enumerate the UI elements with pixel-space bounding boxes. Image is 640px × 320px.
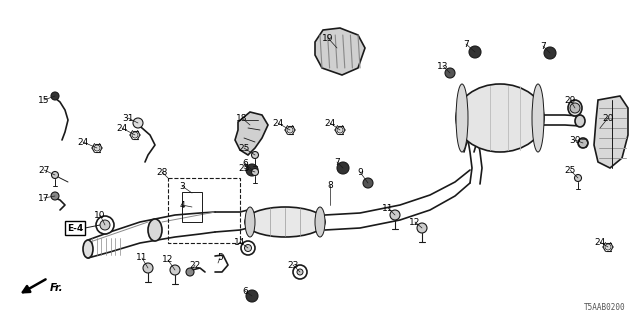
Text: 28: 28 — [156, 167, 168, 177]
Text: T5AAB0200: T5AAB0200 — [584, 303, 625, 312]
Ellipse shape — [456, 84, 468, 152]
Text: 24: 24 — [77, 138, 88, 147]
Ellipse shape — [456, 84, 544, 152]
Circle shape — [570, 103, 580, 113]
Text: 3: 3 — [179, 181, 185, 190]
Circle shape — [94, 145, 100, 151]
Text: 19: 19 — [323, 34, 333, 43]
Text: 7: 7 — [334, 157, 340, 166]
Text: 12: 12 — [410, 218, 420, 227]
Circle shape — [51, 172, 58, 179]
Text: 13: 13 — [437, 61, 449, 70]
Circle shape — [469, 46, 481, 58]
Text: 9: 9 — [357, 167, 363, 177]
Text: 8: 8 — [327, 180, 333, 189]
Bar — [168, 178, 240, 243]
Circle shape — [96, 216, 114, 234]
Text: 18: 18 — [236, 114, 248, 123]
Circle shape — [51, 192, 59, 200]
Text: 11: 11 — [136, 253, 148, 262]
Text: 7: 7 — [463, 39, 469, 49]
Ellipse shape — [568, 100, 582, 116]
Circle shape — [575, 174, 582, 181]
Circle shape — [100, 220, 110, 230]
Ellipse shape — [245, 207, 255, 237]
Text: 6: 6 — [242, 286, 248, 295]
Ellipse shape — [575, 115, 585, 127]
Text: 10: 10 — [94, 211, 106, 220]
Text: E-4: E-4 — [67, 223, 83, 233]
Text: 23: 23 — [287, 260, 299, 269]
Circle shape — [246, 164, 258, 176]
Circle shape — [252, 169, 259, 175]
Text: 17: 17 — [38, 194, 50, 203]
Circle shape — [170, 265, 180, 275]
Circle shape — [143, 263, 153, 273]
Text: 24: 24 — [273, 118, 284, 127]
Text: 25: 25 — [564, 165, 576, 174]
Text: 25: 25 — [238, 164, 250, 172]
Ellipse shape — [83, 240, 93, 258]
Text: 4: 4 — [179, 201, 185, 210]
Text: 12: 12 — [163, 255, 173, 265]
Circle shape — [337, 162, 349, 174]
Circle shape — [241, 241, 255, 255]
Ellipse shape — [532, 84, 544, 152]
Text: 25: 25 — [238, 143, 250, 153]
Text: 5: 5 — [217, 253, 223, 262]
Text: 24: 24 — [595, 237, 605, 246]
Circle shape — [605, 244, 611, 250]
Polygon shape — [594, 96, 628, 168]
Circle shape — [132, 132, 138, 138]
Text: 31: 31 — [122, 114, 134, 123]
Circle shape — [246, 290, 258, 302]
Circle shape — [252, 151, 259, 158]
Text: 24: 24 — [116, 124, 127, 132]
Text: 29: 29 — [564, 95, 576, 105]
Circle shape — [544, 47, 556, 59]
Text: 30: 30 — [569, 135, 580, 145]
Polygon shape — [315, 28, 365, 75]
Circle shape — [445, 68, 455, 78]
Text: Fr.: Fr. — [50, 283, 63, 293]
Bar — [182, 192, 202, 222]
Circle shape — [390, 210, 400, 220]
Text: 20: 20 — [602, 114, 614, 123]
Circle shape — [337, 127, 343, 133]
Circle shape — [133, 118, 143, 128]
Circle shape — [578, 138, 588, 148]
Text: 27: 27 — [38, 165, 50, 174]
Text: 6: 6 — [242, 158, 248, 167]
Circle shape — [287, 127, 293, 133]
Ellipse shape — [148, 219, 162, 241]
Circle shape — [297, 269, 303, 275]
Text: 22: 22 — [189, 260, 200, 269]
Circle shape — [293, 265, 307, 279]
Circle shape — [51, 92, 59, 100]
Ellipse shape — [315, 207, 325, 237]
Text: 7: 7 — [540, 42, 546, 51]
Text: 14: 14 — [234, 237, 246, 246]
Circle shape — [363, 178, 373, 188]
Text: 11: 11 — [382, 204, 394, 212]
Circle shape — [244, 244, 252, 252]
Text: 15: 15 — [38, 95, 50, 105]
Polygon shape — [235, 112, 268, 155]
Circle shape — [186, 268, 194, 276]
Circle shape — [417, 223, 427, 233]
Ellipse shape — [245, 207, 325, 237]
Text: 24: 24 — [324, 118, 335, 127]
